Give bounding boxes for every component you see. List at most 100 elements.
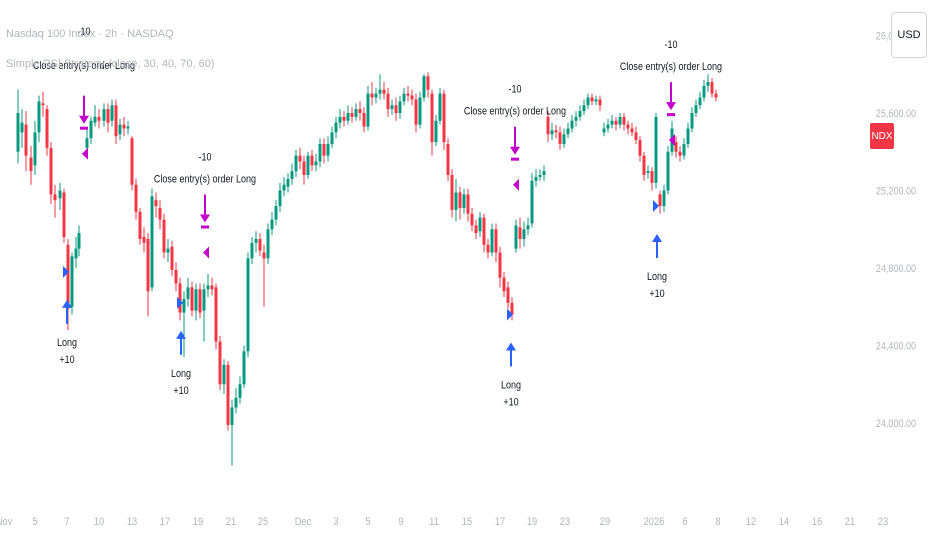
candle-body [126,126,130,129]
candle-body [594,99,598,102]
time-tick-label: 3 [333,516,338,528]
candle [206,273,210,298]
candle-body [330,132,334,144]
candle-body [406,93,410,96]
candle [442,89,446,150]
candle-body [542,171,546,175]
time-tick-label: 2026 [644,516,665,528]
strategy-legend[interactable]: Simple RSI Strategy (close, 30, 40, 70, … [6,58,215,70]
candle-body [214,287,218,342]
candle-body [194,289,198,311]
time-tick-label: 11 [429,516,439,528]
candle-body [530,180,534,224]
entry-marker: Long +10 [171,296,191,397]
candle [134,178,138,220]
candle-body [446,144,450,175]
candle [382,82,386,100]
candle [666,145,670,195]
candle-body [466,194,470,214]
candle [710,78,714,98]
candle-body [710,82,714,94]
entry-triangle-icon [507,308,513,321]
entry-marker: Long +10 [501,308,521,409]
candle [438,87,442,125]
exit-qty-label: -10 [198,152,211,164]
candle-body [398,101,402,113]
candle-body [534,176,538,181]
currency-button[interactable]: USD [891,12,927,58]
candle [298,147,302,170]
candle-body [618,116,622,125]
candle-body [658,194,662,206]
candle [102,103,106,127]
candle-body [97,116,101,121]
candle [294,149,298,177]
candle [626,120,630,135]
candle [97,109,101,129]
price-axis[interactable]: 24,000.00 24,400.00 24,800.00 25,200.00 25,6… [876,31,916,431]
entry-arrow-up-icon [506,342,516,351]
candle-body [190,287,194,311]
candle-body [218,341,222,385]
time-tick-label: 15 [462,516,473,528]
candle-body [614,120,618,125]
candle [310,149,314,172]
candle [29,145,33,185]
candle-body [550,130,554,135]
candle [278,182,282,212]
candle [246,252,250,358]
candle-body [338,116,342,123]
candle [314,153,318,172]
candle-body [130,138,134,185]
candle [562,128,566,148]
entry-label: Long [171,368,191,380]
candle [590,93,594,106]
candle-body [522,229,526,239]
candle-body [222,364,226,385]
candle [258,233,262,257]
candle-body [226,364,230,425]
candle [554,124,558,139]
candle [350,107,354,123]
candle-body [490,229,494,253]
candle [398,95,402,119]
exit-label: Close entry(s) order Long [154,174,256,186]
candle [402,87,406,106]
candle-body [110,105,114,121]
candle-body [254,238,258,243]
candle [634,126,638,144]
entry-arrow-up-icon [176,330,186,339]
candle-body [186,287,190,299]
time-tick-label: Dec [295,516,312,528]
candle-body [322,144,326,156]
time-tick-label: Nov [0,516,13,528]
candle [126,120,130,135]
candle [506,281,510,309]
candle-body [106,109,110,123]
candle [242,345,246,389]
candle [254,231,258,253]
price-tick-label: 24,800.00 [876,263,916,275]
time-axis[interactable]: Nov 5 7 10 13 17 19 21 25 Dec 3 5 9 11 15 17 19 23 29 2026 6… [0,516,888,528]
candle-body [85,138,89,148]
candle-body [294,155,298,172]
exit-label: Close entry(s) order Long [464,106,566,118]
candle [650,167,654,191]
candle [694,99,698,117]
candle [426,72,430,98]
symbol-legend[interactable]: Nasdaq 100 Index · 2h · NASDAQ [6,28,174,40]
candle [622,113,626,131]
candle [16,89,20,164]
candle-body [430,93,434,143]
candle-body [410,95,414,100]
candle-body [590,97,594,102]
time-tick-label: 6 [682,516,687,528]
candle-body [562,134,566,144]
candle [410,89,414,106]
candle-body [694,105,698,113]
exit-marker: -10 Close entry(s) order Long [154,152,256,259]
candle-body [458,192,462,208]
candle [362,107,366,133]
candle [678,145,682,162]
